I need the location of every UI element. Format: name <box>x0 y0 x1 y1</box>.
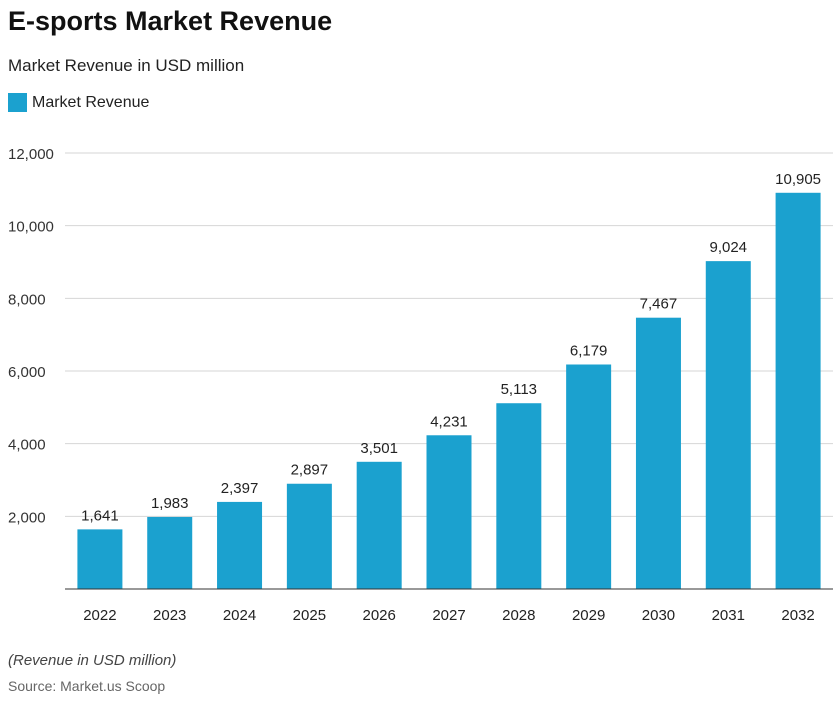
x-tick-label: 2029 <box>572 607 605 624</box>
x-tick-label: 2027 <box>432 607 465 624</box>
x-tick-label: 2025 <box>293 607 326 624</box>
x-tick-label: 2023 <box>153 607 186 624</box>
bar <box>217 501 263 589</box>
data-label: 9,024 <box>709 239 747 256</box>
bar <box>496 403 542 589</box>
data-label: 6,179 <box>570 342 608 359</box>
x-tick-label: 2028 <box>502 607 535 624</box>
bar <box>775 192 821 589</box>
bar <box>356 461 402 589</box>
legend: Market Revenue <box>8 93 149 112</box>
data-label: 4,231 <box>430 413 468 430</box>
data-label: 10,905 <box>775 171 821 188</box>
legend-label: Market Revenue <box>32 93 150 111</box>
x-tick-label: 2030 <box>642 607 675 624</box>
bar <box>286 483 332 589</box>
y-tick-label: 6,000 <box>8 364 46 381</box>
y-tick-label: 2,000 <box>8 509 46 526</box>
bar <box>635 317 681 589</box>
data-label: 7,467 <box>640 296 678 313</box>
data-label: 1,983 <box>151 495 189 512</box>
y-tick-label: 4,000 <box>8 437 46 454</box>
data-label: 5,113 <box>501 381 537 398</box>
chart-title: E-sports Market Revenue <box>8 6 333 36</box>
y-tick-label: 8,000 <box>8 291 46 308</box>
bar <box>147 516 193 589</box>
x-tick-label: 2026 <box>362 607 395 624</box>
legend-swatch <box>8 93 27 112</box>
y-tick-label: 10,000 <box>8 219 54 236</box>
data-label: 1,641 <box>81 507 119 524</box>
data-label: 2,397 <box>221 480 259 497</box>
y-tick-label: 12,000 <box>8 146 54 163</box>
x-tick-label: 2031 <box>712 607 745 624</box>
chart-note: (Revenue in USD million) <box>8 652 177 669</box>
x-tick-label: 2022 <box>83 607 116 624</box>
x-tick-label: 2032 <box>781 607 814 624</box>
bar <box>566 364 612 589</box>
bar <box>426 435 472 589</box>
bar <box>77 529 123 589</box>
data-label: 3,501 <box>360 440 398 457</box>
chart-subtitle: Market Revenue in USD million <box>8 56 245 75</box>
bar <box>705 261 751 589</box>
x-tick-label: 2024 <box>223 607 256 624</box>
chart-source: Source: Market.us Scoop <box>8 678 166 694</box>
data-label: 2,897 <box>291 462 329 479</box>
